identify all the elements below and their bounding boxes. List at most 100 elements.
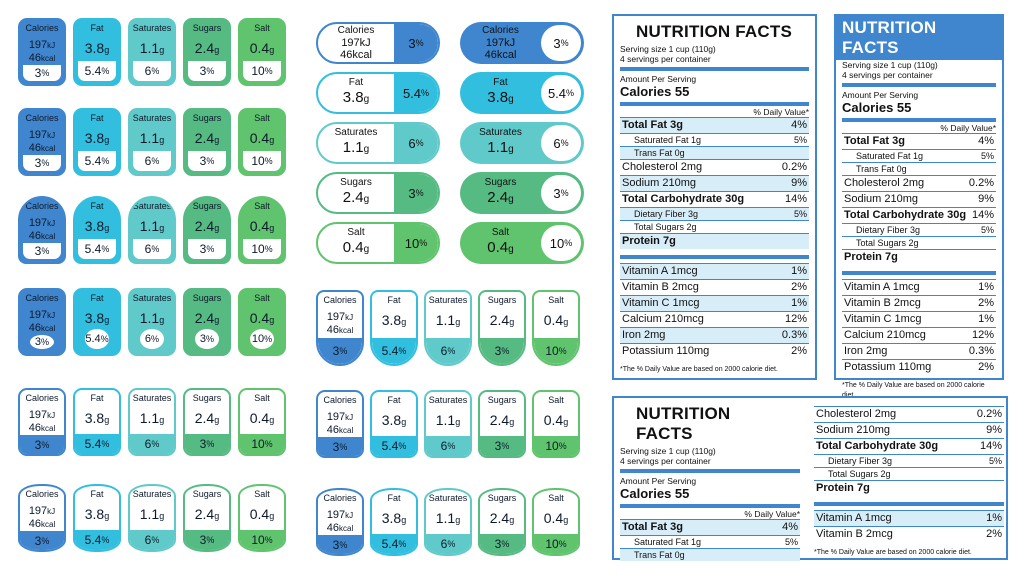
kj-unit: kJ: [47, 507, 56, 516]
label-saturates: Saturates 1.1g 6%: [424, 290, 472, 366]
nf-row-name: Total Fat 3g: [622, 119, 683, 131]
pill-sugars-value: 2.4g: [343, 189, 369, 209]
fat-number: 3.8: [381, 312, 402, 328]
label-saturates-top: Saturates 1.1g: [130, 20, 174, 61]
unit-g: g: [563, 417, 569, 427]
unit-g: g: [159, 511, 165, 521]
nf-servings: 4 servings per container: [620, 456, 711, 466]
pill-salt-left: Salt 0.4g: [318, 227, 394, 259]
calories-pct-number: 3: [332, 537, 340, 552]
kj-number: 197: [28, 309, 48, 321]
sugars-number: 2.4: [194, 130, 215, 146]
label-salt-percent: 10%: [243, 61, 281, 81]
nf-amount: Amount Per Serving: [842, 90, 919, 100]
nf-vitamin-value: 2%: [978, 361, 994, 373]
nf-dv-header: % Daily Value*: [940, 123, 996, 133]
label-saturates: Saturates 1.1g 6%: [128, 484, 176, 552]
unit-g: g: [401, 515, 407, 525]
salt-number: 0.4: [543, 510, 564, 526]
label-row: Calories 197kJ 46kcal 3% Fat 3.8g 5.4% Saturate…: [18, 18, 286, 86]
saturates-pct-number: 6: [553, 135, 561, 151]
unit-g: g: [563, 317, 569, 327]
pill-sugars-left: Sugars 2.4g: [318, 177, 394, 209]
label-sugars: Sugars 2.4g 3%: [183, 388, 231, 456]
kj-unit: kJ: [359, 37, 371, 49]
kcal-unit: kcal: [496, 49, 517, 61]
label-fat: Fat 3.8g 5.4%: [73, 108, 121, 176]
unit-g: g: [104, 315, 110, 325]
unit-g: g: [363, 244, 370, 255]
pct-sign: %: [101, 439, 110, 449]
label-fat-value: 3.8g: [382, 412, 406, 431]
salt-number: 0.4: [487, 239, 509, 256]
pct-sign: %: [339, 539, 348, 550]
label-fat-value: 3.8g: [382, 312, 406, 331]
salt-number: 0.4: [249, 40, 270, 56]
label-sugars-top: Sugars 2.4g: [185, 390, 229, 434]
unit-g: g: [104, 511, 110, 521]
label-salt: Salt 0.4g 10%: [238, 288, 286, 356]
nf-vitamin-name: Vitamin B 2mcg: [622, 281, 699, 293]
pill-salt-name: Salt: [347, 227, 365, 238]
nf-row-name: Dietary Fiber 3g: [828, 456, 893, 466]
nutrition-facts-card: NUTRITION FACTS Serving size 1 cup (110g)…: [612, 14, 817, 380]
label-sugars-value: 2.4g: [195, 40, 219, 59]
unit-g: g: [159, 223, 165, 233]
kcal-number: 46: [28, 322, 41, 334]
label-sugars-value: 2.4g: [490, 510, 514, 529]
label-sugars: Sugars 2.4g 3%: [478, 390, 526, 458]
sugars-number: 2.4: [487, 189, 509, 206]
label-salt-name: Salt: [254, 393, 270, 403]
nf-row: Saturated Fat 1g 5%: [842, 149, 996, 162]
sugars-number: 2.4: [194, 218, 215, 234]
nf-vitamin-value: 12%: [784, 313, 807, 325]
kj-value: 197kJ: [29, 39, 55, 52]
nf-vitamin-name: Vitamin B 2mcg: [816, 528, 893, 540]
mid-label-row: Calories 197kJ 46kcal 3% Fat 3.8g 5.4% Saturate…: [316, 290, 580, 366]
unit-g: g: [269, 315, 275, 325]
pill-fat-percent: 5.4%: [394, 74, 438, 112]
label-calories-top: Calories 197kJ 46kcal: [20, 390, 64, 435]
kj-unit: kJ: [345, 313, 354, 322]
nf-divider: [620, 255, 809, 259]
pill-sugars-percent: 3%: [394, 174, 438, 212]
label-salt: Salt 0.4g 10%: [238, 196, 286, 264]
pill-fat-value: 3.8g: [343, 89, 369, 109]
nf-servings: 4 servings per container: [842, 70, 933, 80]
label-calories: Calories 197kJ 46kcal 3%: [316, 390, 364, 458]
fat-number: 3.8: [84, 40, 105, 56]
unit-g: g: [214, 135, 220, 145]
nf-vitamin-row: Vitamin A 1mcg 1%: [814, 510, 1004, 526]
pct-sign: %: [206, 334, 215, 344]
label-fat-percent: 5.4%: [78, 151, 116, 171]
label-calories-name: Calories: [25, 113, 59, 123]
label-calories-percent: 3%: [23, 243, 61, 259]
nf-row-value: 5%: [793, 209, 807, 219]
nf-vitamin-name: Calcium 210mcg: [622, 313, 704, 325]
nf-vitamin-value: 1%: [791, 265, 807, 277]
pct-sign: %: [558, 346, 567, 356]
label-sugars: Sugars 2.4g 3%: [183, 484, 231, 552]
unit-g: g: [363, 94, 370, 105]
nf-row: Cholesterol 2mg 0.2%: [620, 159, 809, 175]
label-row: Calories 197kJ 46kcal 3% Fat 3.8g 5.4% Saturate…: [18, 484, 286, 552]
label-saturates: Saturates 1.1g 6%: [424, 488, 472, 556]
nf-row-value: 4%: [791, 119, 807, 131]
kj-number: 197: [28, 505, 48, 517]
salt-pct-number: 10: [545, 439, 559, 453]
nf-title: NUTRITION FACTS: [636, 22, 792, 41]
kj-number: 197: [341, 37, 360, 49]
calories-pct-number: 3: [34, 244, 42, 258]
pct-sign: %: [264, 535, 273, 545]
nf-row: Dietary Fiber 3g 5%: [814, 454, 1004, 467]
label-fat: Fat 3.8g 5.4%: [73, 484, 121, 552]
unit-g: g: [214, 315, 220, 325]
unit-g: g: [269, 45, 275, 55]
salt-pct-number: 10: [545, 344, 559, 358]
nf-row: Protein 7g: [842, 249, 996, 265]
label-calories: Calories 197kJ 46kcal 3%: [18, 18, 66, 86]
saturates-number: 1.1: [139, 506, 160, 522]
pill-saturates-value: 1.1g: [343, 139, 369, 159]
nutrition-facts-card: NUTRITION FACTS Serving size 1 cup (110g)…: [834, 14, 1004, 399]
unit-g: g: [159, 415, 165, 425]
